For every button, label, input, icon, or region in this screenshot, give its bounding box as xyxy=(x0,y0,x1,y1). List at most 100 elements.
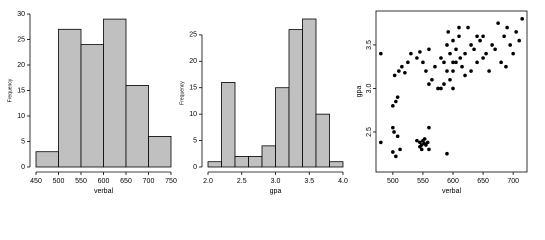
point xyxy=(481,34,485,39)
point xyxy=(469,69,473,73)
point xyxy=(436,86,440,91)
point xyxy=(418,140,422,145)
x-axis-label: verbal xyxy=(94,188,114,195)
x-axis-label: verbal xyxy=(442,188,462,195)
bar xyxy=(35,151,59,168)
point xyxy=(505,25,509,30)
point xyxy=(511,51,515,56)
point xyxy=(451,86,455,91)
point xyxy=(379,140,383,145)
point xyxy=(418,144,422,149)
bar xyxy=(261,145,276,168)
y-tick-label: 15 xyxy=(189,85,197,92)
x-tick-label: 600 xyxy=(447,178,459,185)
y-tick-label: 20 xyxy=(17,62,25,69)
point xyxy=(430,77,434,82)
y-tick-label: 10 xyxy=(17,113,25,120)
y-tick-label: 3.0 xyxy=(366,83,373,93)
point xyxy=(469,43,473,47)
point xyxy=(490,43,494,47)
point xyxy=(451,38,455,43)
bar xyxy=(125,85,149,168)
bar xyxy=(148,135,172,168)
point xyxy=(439,56,443,60)
point xyxy=(418,50,422,54)
y-tick-label: 5 xyxy=(21,138,25,145)
point xyxy=(433,64,437,69)
point xyxy=(445,69,449,73)
y-tick-label: 20 xyxy=(189,58,197,65)
x-tick-label: 750 xyxy=(165,178,177,185)
point xyxy=(454,60,458,65)
point xyxy=(425,140,430,145)
y-tick-label: 0 xyxy=(193,164,197,171)
point xyxy=(400,64,404,69)
point xyxy=(475,34,479,39)
point xyxy=(466,25,470,30)
point xyxy=(398,147,402,152)
point xyxy=(391,150,395,154)
point xyxy=(499,60,503,65)
point xyxy=(445,151,449,156)
point xyxy=(514,30,518,34)
point xyxy=(451,69,455,73)
point xyxy=(463,51,467,56)
point xyxy=(392,73,397,78)
bar xyxy=(329,161,344,168)
point xyxy=(463,73,467,78)
point xyxy=(504,64,508,69)
point xyxy=(460,64,464,69)
x-tick-label: 2.0 xyxy=(203,178,213,185)
x-tick-label: 450 xyxy=(30,178,42,185)
point xyxy=(391,125,395,130)
point xyxy=(448,77,452,82)
bar xyxy=(80,44,104,168)
point xyxy=(457,34,461,39)
x-tick-label: 550 xyxy=(75,178,87,185)
point xyxy=(517,38,521,43)
point xyxy=(391,104,395,108)
point xyxy=(454,47,458,52)
point xyxy=(475,60,479,65)
point xyxy=(520,17,524,21)
bar xyxy=(58,28,82,168)
point xyxy=(392,130,396,134)
y-tick-label: 30 xyxy=(17,11,25,18)
point xyxy=(502,34,506,39)
point xyxy=(403,70,407,75)
x-axis-label: gpa xyxy=(270,188,282,195)
point xyxy=(448,51,452,56)
bar xyxy=(288,29,303,168)
y-axis-label: Frequency xyxy=(179,81,185,105)
x-tick-label: 3.0 xyxy=(271,178,281,185)
x-tick-label: 650 xyxy=(477,178,489,185)
point xyxy=(442,60,446,65)
bar xyxy=(207,161,222,168)
point xyxy=(496,21,500,25)
x-tick-label: 700 xyxy=(507,178,519,185)
point xyxy=(409,51,413,56)
bar xyxy=(248,156,263,168)
point xyxy=(422,137,427,141)
point xyxy=(478,38,482,43)
bar xyxy=(103,18,127,168)
x-tick-label: 3.5 xyxy=(304,178,314,185)
point xyxy=(427,147,431,152)
point xyxy=(421,60,425,65)
point xyxy=(394,99,398,104)
y-axis-label: gpa xyxy=(356,86,363,98)
point xyxy=(442,82,446,86)
y-axis-label: Frequency xyxy=(7,78,13,102)
point xyxy=(424,69,428,73)
bar xyxy=(275,87,290,168)
point xyxy=(419,147,424,152)
x-tick-label: 700 xyxy=(143,178,155,185)
x-tick-label: 500 xyxy=(53,178,65,185)
point xyxy=(424,143,428,147)
x-tick-label: 600 xyxy=(98,178,110,185)
point xyxy=(439,86,443,91)
y-tick-label: 3.5 xyxy=(366,40,373,50)
point xyxy=(508,43,512,47)
y-tick-label: 0 xyxy=(21,164,25,171)
point xyxy=(472,47,476,52)
